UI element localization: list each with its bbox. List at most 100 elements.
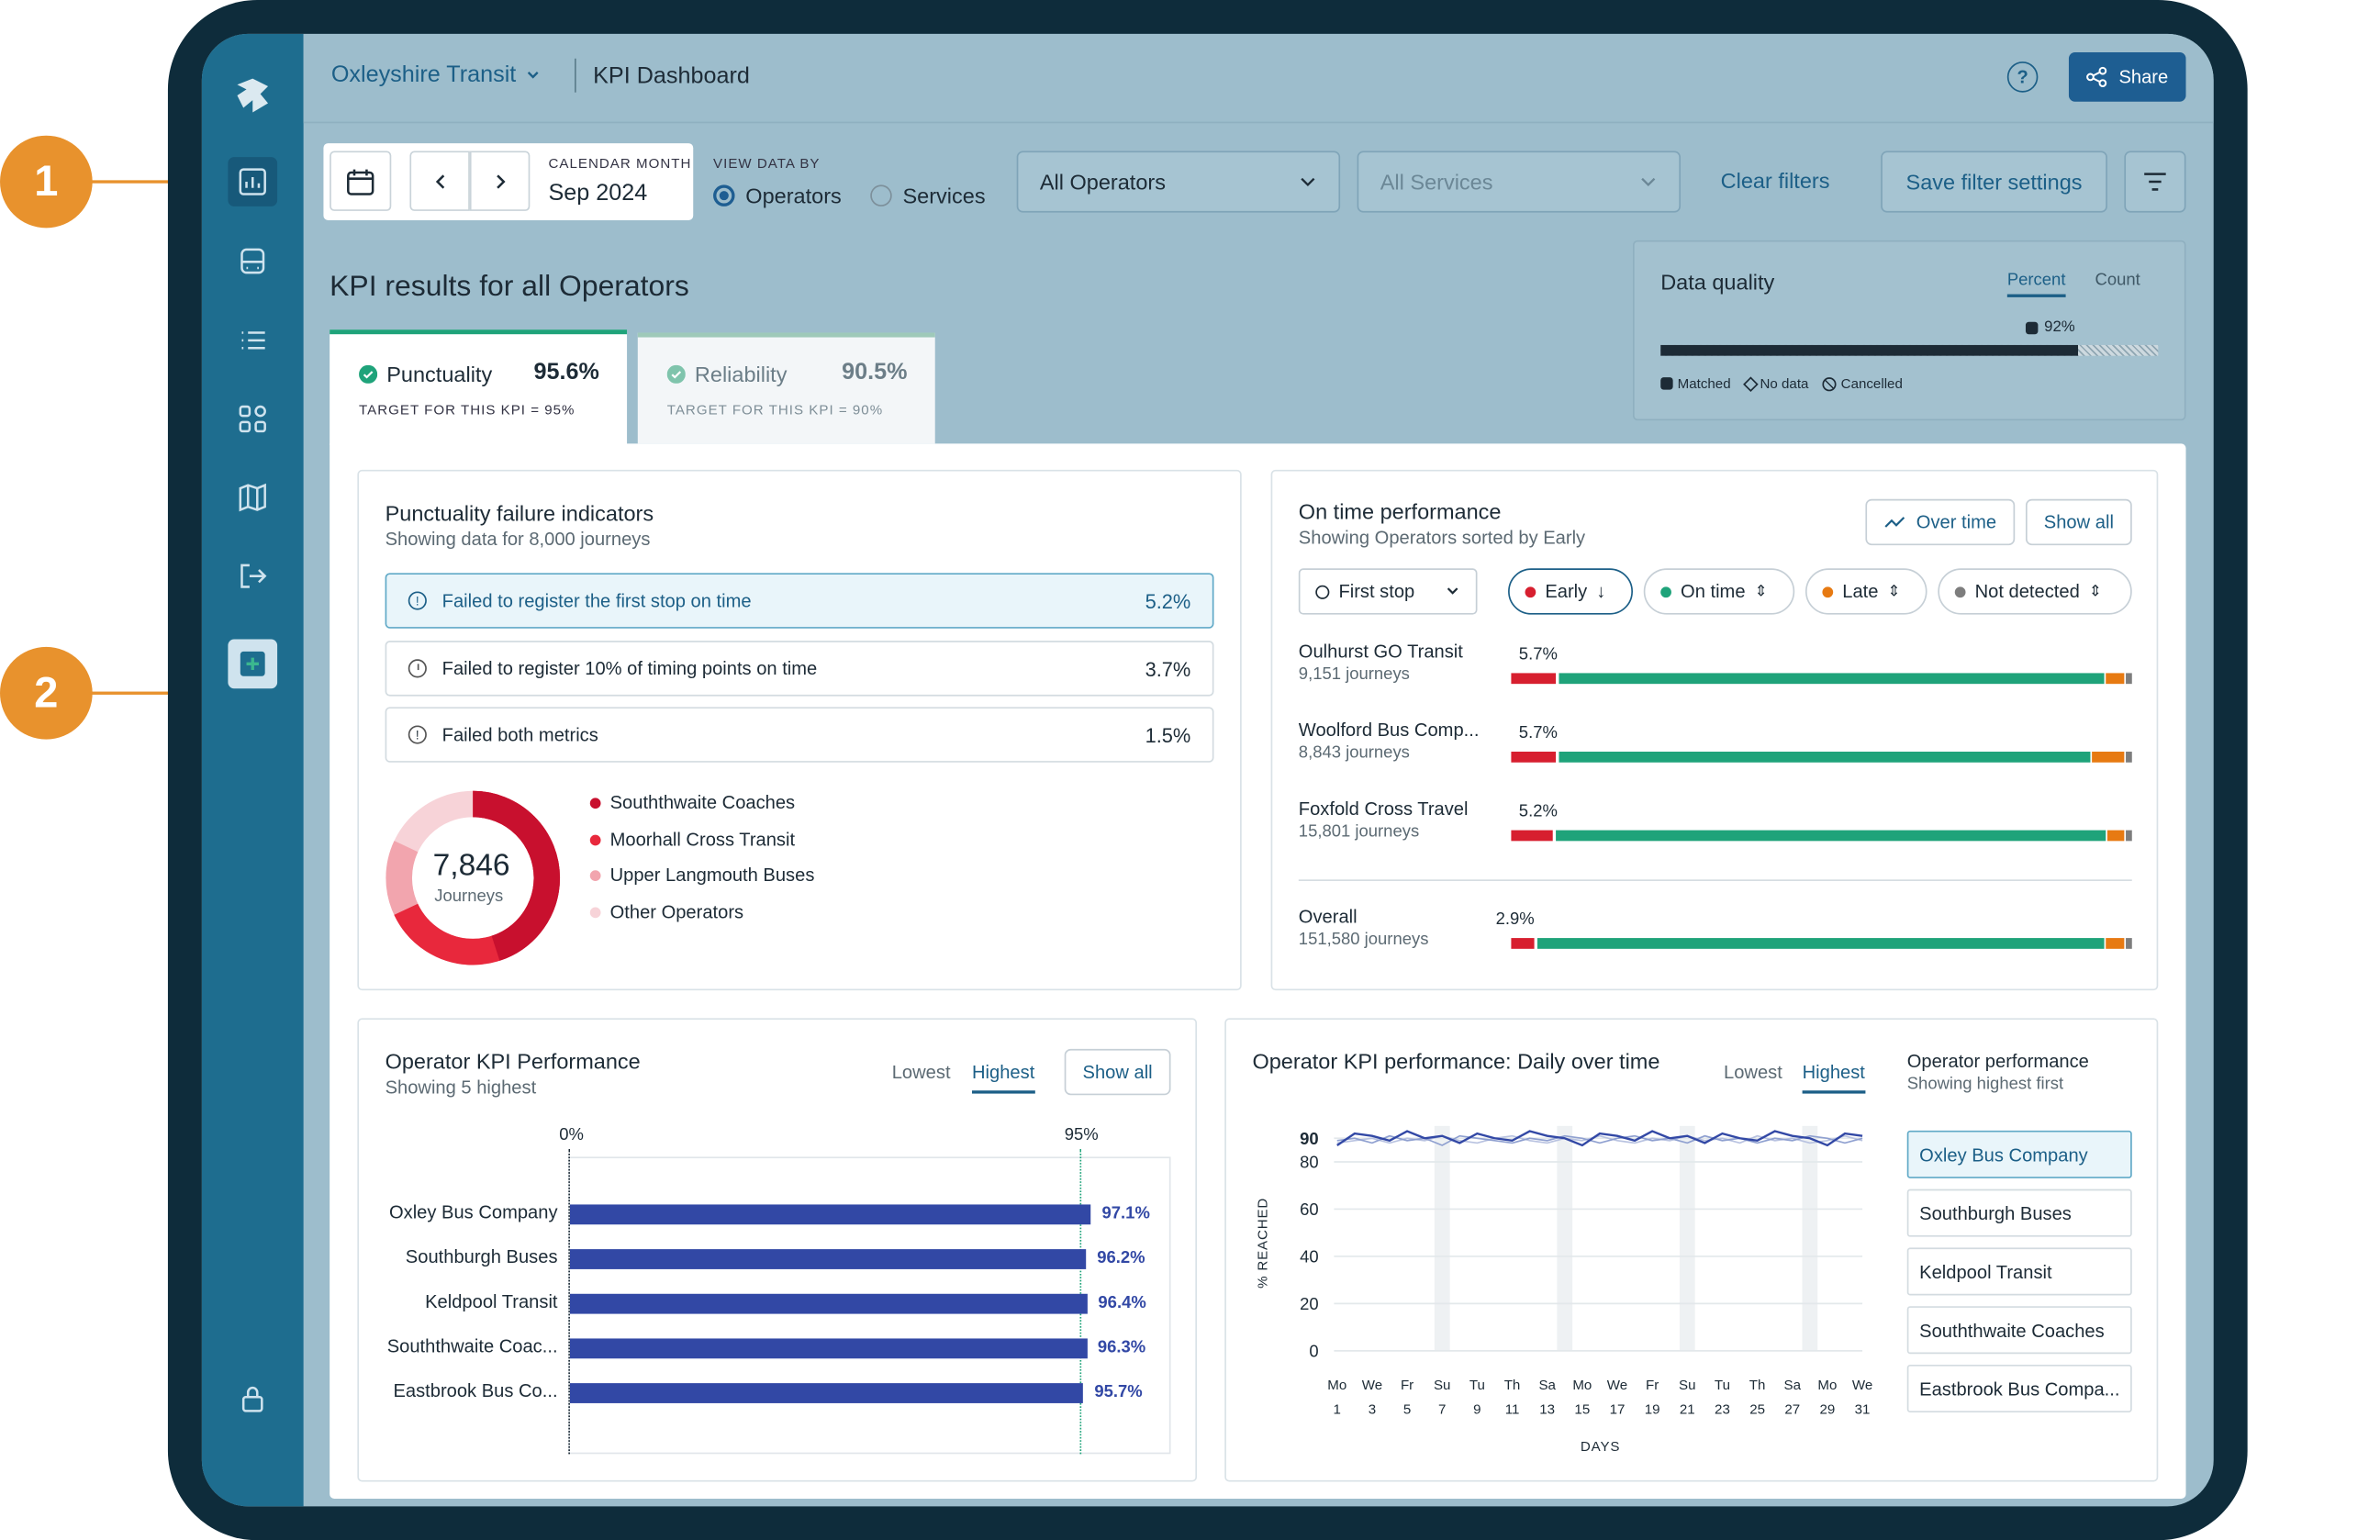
month-picker: CALENDAR MONTH Sep 2024 <box>323 143 694 220</box>
chevron-right-icon <box>496 173 505 188</box>
y-tick-label: 80 <box>1300 1153 1319 1172</box>
x-tick-day-name: Fr <box>1646 1378 1659 1393</box>
perf-title: Operator performance <box>1906 1050 2089 1073</box>
segment-bar <box>1511 752 2132 763</box>
show-all-button[interactable]: Show all <box>2025 498 2132 546</box>
matched-swatch <box>2025 320 2039 334</box>
x-tick-day-number: 27 <box>1784 1402 1800 1418</box>
diamond-icon <box>1742 375 1758 392</box>
services-select-value: All Services <box>1380 169 1493 195</box>
sort-pill-late[interactable]: Late ⇕ <box>1805 568 1927 615</box>
dq-bar <box>1660 344 2159 356</box>
view-caption: VIEW DATA BY <box>713 155 821 172</box>
org-switcher[interactable]: Oxleyshire Transit <box>331 61 541 88</box>
kpi-bar[interactable] <box>569 1249 1087 1269</box>
next-month-button[interactable] <box>469 151 531 211</box>
series-line <box>1336 1130 1863 1147</box>
x-tick-day-number: 25 <box>1749 1402 1765 1418</box>
services-select[interactable]: All Services <box>1357 151 1682 213</box>
operator-name: Woolford Bus Comp... <box>1298 719 1480 742</box>
sidebar-item-buses[interactable] <box>228 237 277 286</box>
op-perf-show-all-button[interactable]: Show all <box>1064 1048 1171 1096</box>
app-screen: Oxleyshire Transit KPI Dashboard ? Share… <box>201 33 2214 1507</box>
operator-list-item[interactable]: Eastbrook Bus Compa... <box>1906 1364 2132 1413</box>
sidebar-item-apps[interactable] <box>228 395 277 444</box>
filter-icon <box>2144 173 2166 191</box>
tab-punctuality[interactable]: Punctuality 95.6% TARGET FOR THIS KPI = … <box>330 329 628 446</box>
x-tick-day-number: 13 <box>1539 1402 1555 1418</box>
on-time-row[interactable]: Woolford Bus Comp... 8,843 journeys 5.7% <box>1272 720 2160 781</box>
sidebar-item-list[interactable] <box>228 316 277 365</box>
dq-tab-count[interactable]: Count <box>2095 271 2140 290</box>
failure-row[interactable]: ! Failed both metrics 1.5% <box>385 707 1214 763</box>
daily-tab-highest[interactable]: Highest <box>1802 1061 1865 1094</box>
weekend-band <box>1434 1125 1450 1351</box>
donut-value: 7,846 <box>432 848 510 883</box>
dq-tab-percent[interactable]: Percent <box>2006 271 2066 297</box>
x-tick-day-name: Su <box>1679 1378 1695 1393</box>
sidebar-item-dashboard[interactable] <box>228 157 278 206</box>
kpi-heading: KPI results for all Operators <box>330 271 689 304</box>
on-time-row[interactable]: Overall 151,580 journeys 2.9% <box>1272 906 2160 967</box>
x-axis-label: DAYS <box>1580 1438 1621 1455</box>
callout-1: 1 <box>0 135 93 229</box>
x-tick-day-number: 5 <box>1403 1402 1411 1418</box>
operator-list-item[interactable]: Southburgh Buses <box>1906 1188 2132 1237</box>
on-time-row[interactable]: Oulhurst GO Transit 9,151 journeys 5.7% <box>1272 641 2160 702</box>
filter-menu-button[interactable] <box>2124 151 2186 213</box>
sidebar-item-lock[interactable] <box>228 1374 277 1423</box>
help-icon[interactable]: ? <box>2006 61 2039 93</box>
daily-card: Operator KPI performance: Daily over tim… <box>1224 1018 2159 1482</box>
operator-list-item[interactable]: Keldpool Transit <box>1906 1247 2132 1296</box>
bar-late <box>2107 830 2125 842</box>
tab-reliability[interactable]: Reliability 90.5% TARGET FOR THIS KPI = … <box>637 332 935 444</box>
y-tick-label: 90 <box>1300 1129 1319 1148</box>
kpi-bar[interactable] <box>569 1204 1091 1225</box>
info-circle-icon: ! <box>408 725 427 744</box>
share-button[interactable]: Share <box>2068 52 2186 102</box>
on-time-subtitle: Showing Operators sorted by Early <box>1298 526 1586 549</box>
daily-title: Operator KPI performance: Daily over tim… <box>1252 1048 1660 1074</box>
bar-category-label: Keldpool Transit <box>425 1290 558 1312</box>
operators-select[interactable]: All Operators <box>1016 151 1341 213</box>
op-perf-tab-highest[interactable]: Highest <box>972 1061 1035 1094</box>
month-value: Sep 2024 <box>548 180 648 206</box>
kpi-bar[interactable] <box>569 1383 1084 1403</box>
daily-tab-lowest[interactable]: Lowest <box>1724 1061 1782 1083</box>
check-circle-icon <box>359 364 378 384</box>
sidebar-item-map[interactable] <box>228 473 277 522</box>
x-tick-day-name: We <box>1852 1378 1872 1393</box>
failure-row[interactable]: ! Failed to register the first stop on t… <box>385 573 1214 629</box>
view-services-radio[interactable]: Services <box>870 184 986 208</box>
data-quality-card: Data quality Percent Count 92% Matched N… <box>1632 240 2186 421</box>
bar-on-time <box>1537 938 2105 949</box>
sidebar-item-app-switcher[interactable] <box>228 639 278 689</box>
sort-pill-not-detected[interactable]: Not detected ⇕ <box>1938 568 2132 615</box>
kpi-bar[interactable] <box>569 1293 1088 1314</box>
tab-punctuality-target: TARGET FOR THIS KPI = 95% <box>359 402 575 418</box>
bar-late <box>2092 752 2125 763</box>
clear-filters-link[interactable]: Clear filters <box>1720 167 1830 193</box>
operator-list-item[interactable]: Souththwaite Coaches <box>1906 1306 2132 1355</box>
kpi-bar[interactable] <box>569 1338 1088 1359</box>
failure-row[interactable]: Failed to register 10% of timing points … <box>385 641 1214 697</box>
prev-month-button[interactable] <box>409 151 470 211</box>
over-time-button[interactable]: Over time <box>1865 498 2016 546</box>
sort-pill-on-time[interactable]: On time ⇕ <box>1643 568 1795 615</box>
view-operators-radio[interactable]: Operators <box>713 184 842 208</box>
op-perf-card: Operator KPI Performance Showing 5 highe… <box>357 1018 1198 1482</box>
save-filters-button[interactable]: Save filter settings <box>1881 151 2107 213</box>
series-line <box>1336 1134 1863 1146</box>
stop-filter-select[interactable]: First stop <box>1298 568 1478 615</box>
sort-pill-early[interactable]: Early ↓ <box>1508 568 1633 615</box>
op-perf-tab-lowest[interactable]: Lowest <box>891 1061 951 1083</box>
axis-label-95: 95% <box>1064 1125 1099 1144</box>
x-tick-day-number: 11 <box>1505 1402 1520 1418</box>
operator-list-item[interactable]: Oxley Bus Company <box>1906 1130 2132 1178</box>
failure-row-value: 1.5% <box>1145 722 1191 747</box>
calendar-button[interactable] <box>330 151 392 211</box>
month-caption: CALENDAR MONTH <box>548 155 692 172</box>
on-time-row[interactable]: Foxfold Cross Travel 15,801 journeys 5.2% <box>1272 798 2160 859</box>
bar-value-label: 95.7% <box>1094 1383 1143 1402</box>
sidebar-item-export[interactable] <box>228 552 277 601</box>
